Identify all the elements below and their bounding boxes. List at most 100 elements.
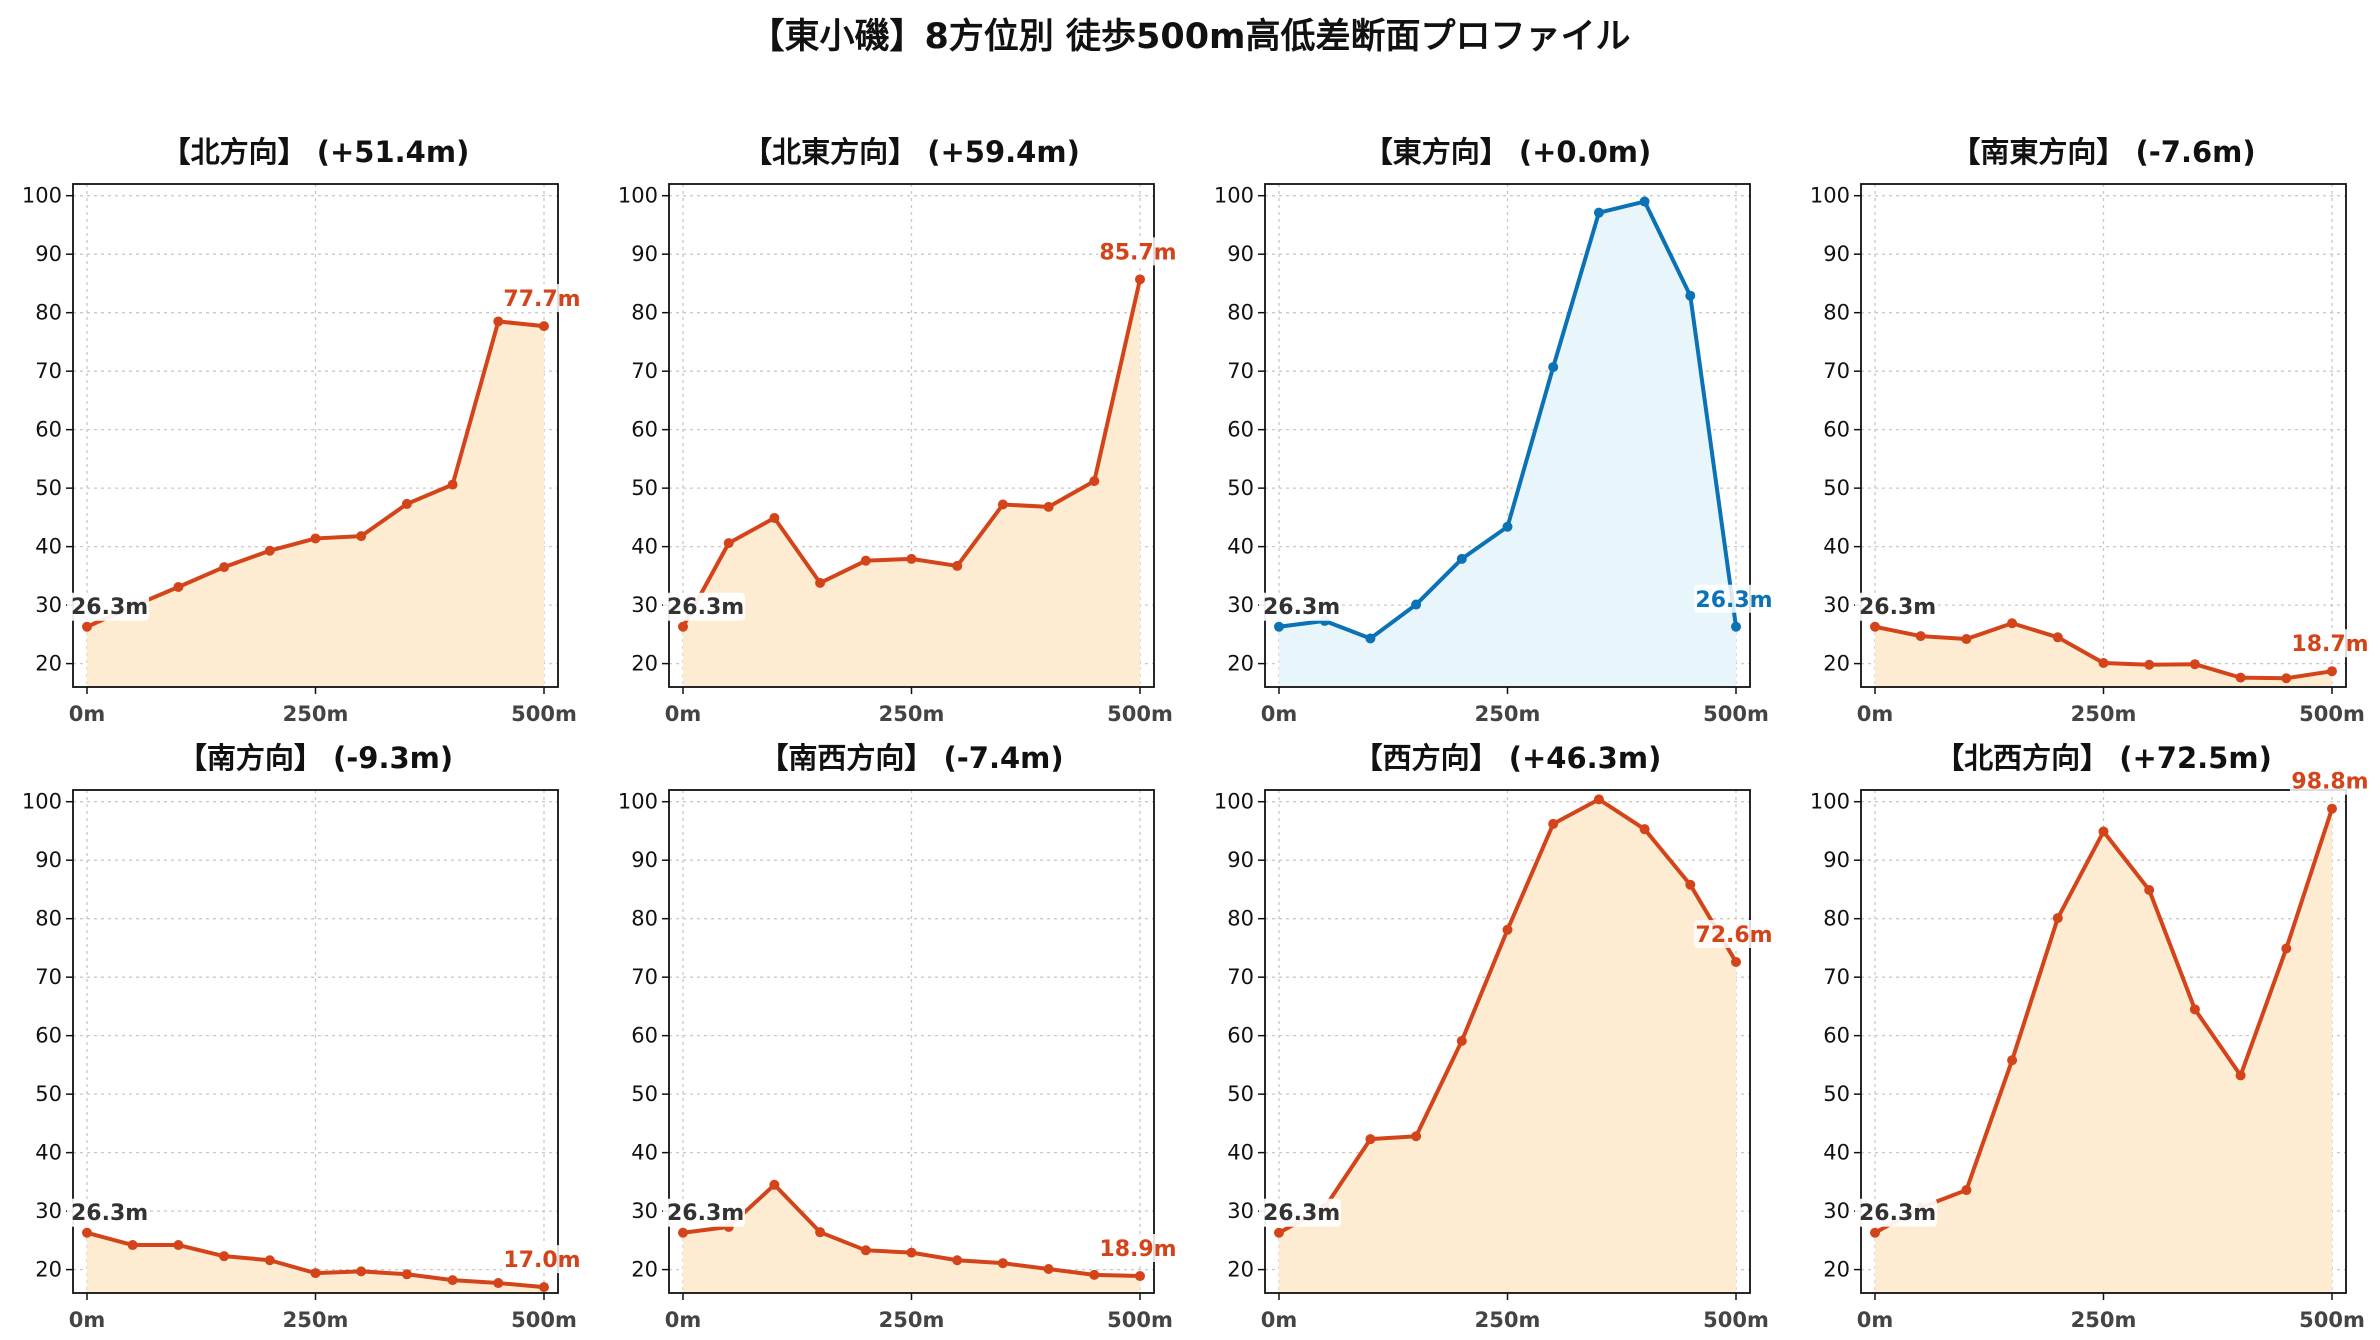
panel-2: 【北東方向】 (+59.4m) 20 30 40 50 60 70 80 90 100 0m 250m… [618, 135, 1178, 726]
y-tick-label: 80 [1823, 301, 1850, 325]
data-point [1456, 1035, 1467, 1046]
data-point [860, 555, 871, 566]
data-point [1548, 362, 1559, 373]
y-tick-label: 40 [631, 535, 658, 559]
x-tick-label: 250m [283, 702, 349, 726]
data-point [264, 545, 275, 556]
y-tick-label: 50 [35, 476, 62, 500]
panel-title: 【南東方向】 (-7.6m) [1951, 135, 2255, 169]
x-tick-label: 250m [879, 1308, 945, 1332]
data-point [1502, 924, 1513, 935]
data-point [1915, 631, 1926, 642]
data-point [2007, 1055, 2018, 1066]
x-tick-label: 0m [1261, 702, 1298, 726]
y-tick-label: 80 [35, 907, 62, 931]
data-point [952, 560, 963, 571]
start-label: 26.3m [1263, 1201, 1340, 1226]
data-point [356, 1266, 367, 1277]
panel-title: 【北西方向】 (+72.5m) [1935, 741, 2272, 775]
data-point [906, 1247, 917, 1258]
end-label-box [502, 284, 582, 313]
data-point [2281, 943, 2292, 954]
y-tick-label: 30 [631, 593, 658, 617]
y-tick-label: 60 [35, 1024, 62, 1048]
y-tick-label: 80 [1823, 907, 1850, 931]
y-tick-label: 70 [631, 359, 658, 383]
panel-8: 【北西方向】 (+72.5m) 20 30 40 50 60 70 80 90 100 0m 250m… [1810, 741, 2370, 1332]
data-point [1089, 476, 1100, 487]
y-tick-label: 30 [1823, 593, 1850, 617]
y-tick-label: 80 [1227, 907, 1254, 931]
start-label-box [663, 592, 745, 621]
y-tick-label: 70 [35, 359, 62, 383]
data-point [127, 1240, 138, 1251]
y-tick-label: 40 [1227, 535, 1254, 559]
y-tick-label: 100 [22, 790, 62, 814]
y-tick-label: 100 [1214, 184, 1254, 208]
x-tick-label: 0m [665, 1308, 702, 1332]
data-point [1274, 621, 1284, 632]
y-tick-label: 80 [35, 301, 62, 325]
data-point [1731, 621, 1741, 632]
data-point [493, 1278, 504, 1289]
y-tick-label: 40 [35, 1141, 62, 1165]
data-point [1961, 1185, 1972, 1196]
y-tick-label: 50 [631, 1082, 658, 1106]
data-point [264, 1255, 275, 1266]
data-point [310, 1268, 321, 1279]
end-label: 18.9m [1099, 1237, 1176, 1262]
y-tick-label: 70 [35, 965, 62, 989]
y-tick-label: 20 [631, 1258, 658, 1282]
data-point [1274, 1227, 1284, 1238]
y-tick-label: 30 [631, 1199, 658, 1223]
data-point [2189, 1004, 2200, 1015]
data-point [219, 1251, 230, 1262]
x-tick-label: 0m [1261, 1308, 1298, 1332]
data-point [1365, 633, 1376, 644]
y-tick-label: 60 [631, 418, 658, 442]
y-tick-label: 60 [1823, 1024, 1850, 1048]
figure-title: 【東小磯】8方位別 徒歩500m高低差断面プロファイル [749, 17, 1631, 57]
panel-title: 【南西方向】 (-7.4m) [759, 741, 1063, 775]
end-label-box [2290, 629, 2370, 658]
end-label-box [502, 1245, 582, 1274]
panel-title: 【南方向】 (-9.3m) [178, 741, 453, 775]
y-tick-label: 20 [1823, 652, 1850, 676]
data-point [2007, 618, 2018, 629]
y-tick-label: 80 [1227, 301, 1254, 325]
y-tick-label: 90 [1227, 242, 1254, 266]
x-tick-label: 250m [2071, 1308, 2137, 1332]
y-tick-label: 100 [1214, 790, 1254, 814]
y-tick-label: 60 [35, 418, 62, 442]
start-label: 26.3m [1859, 595, 1936, 620]
y-tick-label: 30 [1823, 1199, 1850, 1223]
y-tick-label: 70 [1823, 359, 1850, 383]
end-label: 77.7m [503, 287, 580, 312]
x-tick-label: 250m [1475, 1308, 1541, 1332]
area-fill [683, 1184, 1140, 1293]
panel-5: 【南方向】 (-9.3m) 20 30 40 50 60 70 80 90 100 0m 250m 50… [22, 741, 582, 1332]
data-point [860, 1245, 871, 1256]
y-tick-label: 40 [1823, 535, 1850, 559]
panel-4: 【南東方向】 (-7.6m) 20 30 40 50 60 70 80 90 100 0m 250m 5… [1810, 135, 2370, 726]
start-label: 26.3m [1859, 1201, 1936, 1226]
data-point [997, 499, 1008, 510]
data-point [447, 1275, 458, 1286]
y-tick-label: 70 [1823, 965, 1850, 989]
data-point [815, 1227, 826, 1238]
data-point [2327, 666, 2337, 677]
data-point [1961, 634, 1972, 645]
y-tick-label: 20 [1227, 652, 1254, 676]
data-point [2098, 826, 2109, 837]
x-tick-label: 250m [879, 702, 945, 726]
y-tick-label: 70 [1227, 965, 1254, 989]
y-tick-label: 90 [35, 242, 62, 266]
end-label: 18.7m [2291, 632, 2368, 657]
y-tick-label: 50 [1823, 1082, 1850, 1106]
data-point [1870, 621, 1880, 632]
x-tick-label: 500m [2299, 702, 2365, 726]
data-point [2235, 1070, 2246, 1081]
end-label-box [1098, 1234, 1178, 1263]
start-label-box [1259, 592, 1341, 621]
